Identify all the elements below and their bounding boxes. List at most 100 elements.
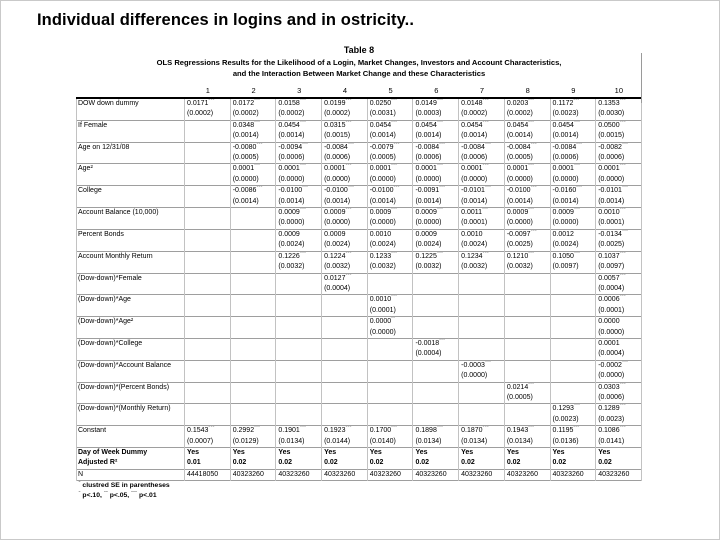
se-cell [184,414,231,426]
coef-cell: 0.0454*** [366,119,414,132]
se-cell: (0.0097) [595,262,642,273]
coef-cell [549,294,597,306]
stderr-row: (0.0000) (0.0000) [76,327,642,339]
coef-cell: 0.0001*** [595,163,642,175]
coef-cell: 0.0454*** [549,119,597,132]
se-cell: (0.0006) [549,153,597,164]
coef-cell: 0.0009 [321,228,368,241]
coef-cell [321,403,368,415]
summary-cell: 40323260 [321,468,368,481]
row-label: (Dow-down)*Age² [76,316,185,328]
se-cell: (0.0134) [503,436,551,448]
se-cell [229,305,277,317]
se-cell: (0.0015) [595,131,642,143]
se-cell [184,371,231,383]
se-cell [503,327,551,339]
coef-cell [229,272,277,284]
se-cell [412,414,460,426]
se-cell [503,305,551,317]
coef-cell: 0.1233*** [366,250,414,263]
row-label-continuation [76,196,185,208]
coef-cell: 0.0010*** [595,207,642,219]
coef-cell [229,337,277,350]
coef-cell [275,381,323,393]
se-cell [229,283,277,295]
se-cell [366,283,414,295]
se-cell [275,349,323,361]
coefficient-row: Constant 0.1543*** 0.2992*** 0.1901*** 0.192… [76,425,642,437]
se-cell [184,174,231,186]
coef-cell: -0.0094*** [275,141,323,154]
coef-cell: -0.0084*** [412,141,460,154]
se-cell [549,305,597,317]
se-cell [458,392,505,404]
coef-cell: -0.0084*** [458,141,505,154]
coef-cell: 0.0001*** [229,163,277,175]
coef-cell: -0.0101*** [595,185,642,197]
se-cell: (0.0014) [412,131,460,143]
coef-cell: 0.0012 [549,228,597,241]
row-label-continuation [76,392,185,404]
coef-cell: 0.1923*** [321,425,368,437]
coef-cell [458,294,505,306]
coefficient-row: DOW down dummy 0.0171*** 0.0172*** 0.0158**… [76,97,642,110]
slide-title: Individual differences in logins and in … [37,11,415,29]
coef-cell [229,250,277,263]
se-cell [412,283,460,295]
row-label: If Female [76,119,185,132]
coef-cell: 0.1234*** [458,250,505,263]
coef-cell [321,337,368,350]
se-cell [275,305,323,317]
se-cell: (0.0000) [366,174,414,186]
coef-cell: 0.1172*** [549,97,597,110]
coef-cell [458,403,505,415]
coef-cell: 0.1543*** [184,425,231,437]
se-cell [184,196,231,208]
coef-cell: 0.0500*** [595,119,642,132]
coefficient-row: (Dow-down)*Age² 0.0000** 0.0000 [76,316,642,328]
se-cell: (0.0001) [595,305,642,317]
coef-cell [275,294,323,306]
coef-cell: 0.0172*** [229,97,277,110]
stderr-row: (0.0001) (0.0001) [76,305,642,317]
se-cell [412,305,460,317]
coef-cell: 0.0203*** [503,97,551,110]
coef-cell [321,381,368,393]
se-cell: (0.0032) [275,262,323,273]
se-cell: (0.0000) [503,218,551,230]
coef-cell [321,359,368,372]
summary-cell: 40323260 [595,468,642,481]
row-label: DOW down dummy [76,97,185,110]
coef-cell: 0.0315*** [321,119,368,132]
se-cell: (0.0014) [503,196,551,208]
se-cell [275,371,323,383]
coef-cell [184,207,231,219]
coef-cell [549,381,597,393]
coef-cell [275,337,323,350]
se-cell: (0.0024) [458,240,505,252]
coefficient-row: (Dow-down)*Female 0.0127*** 0.0057*** [76,272,642,284]
se-cell: (0.0002) [458,109,505,121]
coef-cell: 0.1050*** [549,250,597,263]
se-cell [412,371,460,383]
coef-cell: 0.0009*** [275,207,323,219]
column-number: 4 [321,84,368,99]
se-cell [275,414,323,426]
coef-cell: -0.0097*** [503,228,551,241]
coef-cell [366,381,414,393]
coef-cell: 0.1898*** [412,425,460,437]
coef-cell: 0.0454*** [412,119,460,132]
summary-cell: Yes [366,447,414,459]
regression-table: 1 2 3 4 5 6 7 8 9 10 DOW down dummy 0.0171*** 0.0172… [76,84,642,501]
coef-cell [321,294,368,306]
se-cell [229,240,277,252]
coef-cell: 0.0001*** [321,163,368,175]
se-cell: (0.0023) [595,414,642,426]
summary-cell: 0.02 [458,458,505,470]
se-cell [549,349,597,361]
coef-cell [184,185,231,197]
row-label: Constant [76,425,185,437]
table-subtitle-line2: and the Interaction Between Market Chang… [232,69,486,78]
se-cell: (0.0140) [366,436,414,448]
se-cell: (0.0024) [412,240,460,252]
